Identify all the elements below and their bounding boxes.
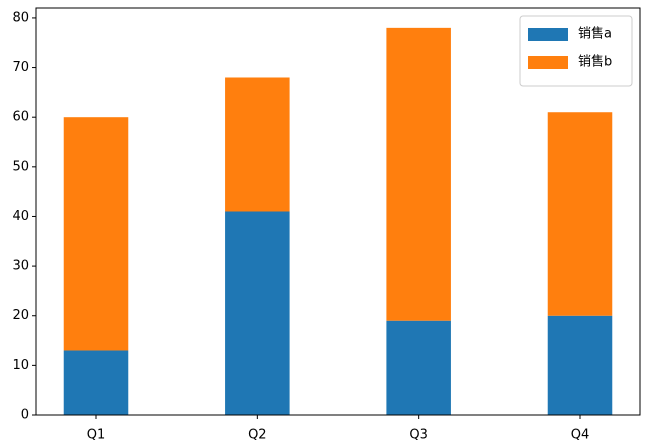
y-tick-label: 10 [12, 358, 29, 373]
x-tick-label: Q1 [87, 428, 106, 443]
legend-label: 销售a [578, 26, 612, 42]
legend-frame [519, 15, 633, 87]
y-tick-label: 60 [12, 110, 29, 125]
x-tick-label: Q4 [571, 428, 590, 443]
bar-segment [386, 320, 451, 415]
bar-segment [547, 315, 613, 415]
plot-frame [35, 7, 641, 416]
x-tick-label: Q2 [248, 428, 267, 443]
legend-swatch [528, 56, 568, 69]
y-tick-label: 70 [12, 60, 29, 75]
y-tick-label: 50 [12, 159, 29, 174]
bar-segment [386, 27, 451, 321]
legend-swatch [528, 28, 568, 41]
bar-segment [63, 350, 129, 415]
y-tick-label: 80 [12, 10, 29, 25]
y-tick-label: 30 [12, 259, 29, 274]
y-tick-label: 20 [12, 308, 29, 323]
bar-segment [547, 112, 613, 316]
bar-segment [63, 117, 129, 351]
y-tick-label: 0 [21, 408, 29, 423]
y-tick-label: 40 [12, 209, 29, 224]
x-tick-label: Q3 [409, 428, 428, 443]
bar-segment [225, 77, 290, 212]
legend-label: 销售b [578, 54, 612, 70]
legend: 销售a 销售b [519, 15, 633, 87]
bar-segment [225, 211, 290, 415]
